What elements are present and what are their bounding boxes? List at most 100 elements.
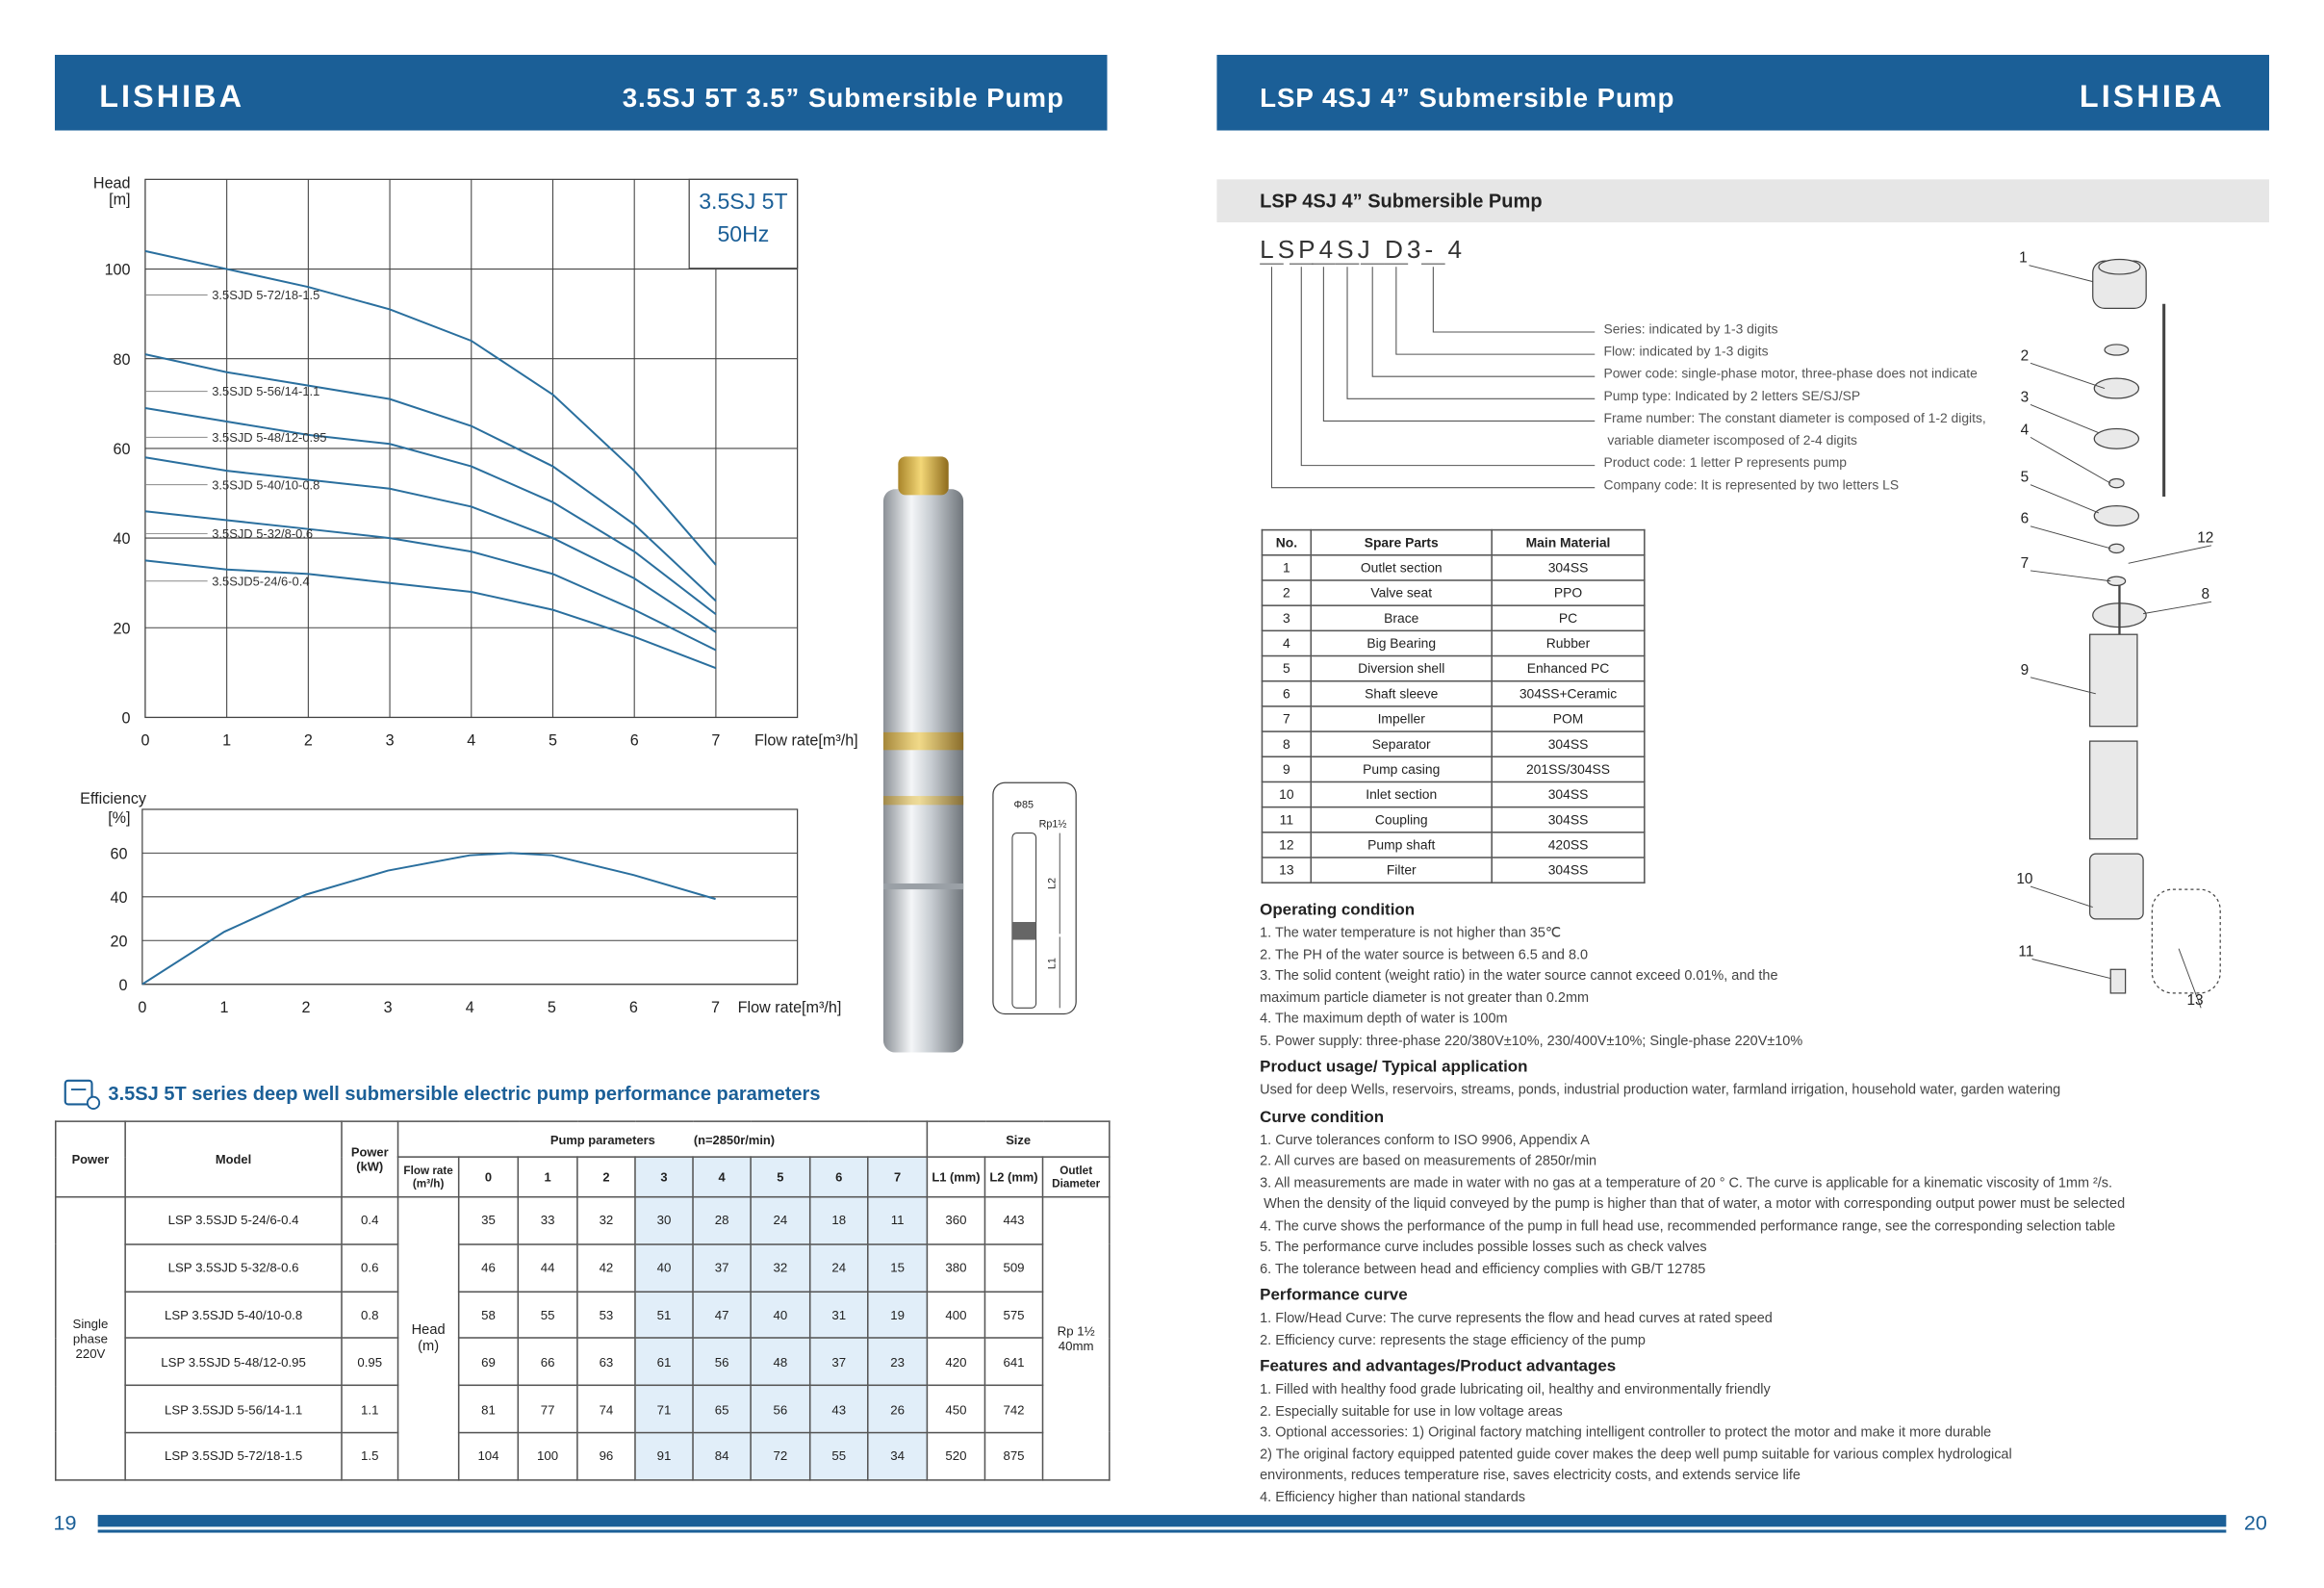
head-cell: 24 (750, 1195, 811, 1245)
data-row: Single phase 220V LSP 3.5SJD 5-24/6-0.4 0.… (54, 1195, 1111, 1481)
leader-line (2030, 525, 2111, 550)
head-cell: 72 (750, 1431, 811, 1481)
part-component (2093, 427, 2140, 449)
page-number: 19 (53, 1510, 77, 1535)
flow-header: 7 (867, 1156, 929, 1198)
left-header-bar: LISHIBA 3.5SJ 5T 3.5” Submersible Pump (54, 54, 1108, 131)
parts-cell: 201SS/304SS (1491, 756, 1646, 783)
header-cell: Model (124, 1120, 343, 1198)
x-axis-label: Flow rate[m³/h] (754, 732, 858, 750)
head-curve (144, 559, 717, 670)
part-filter (2151, 888, 2221, 994)
page-number: 20 (2243, 1510, 2267, 1535)
head-cell: 55 (517, 1290, 578, 1340)
code-description: Frame number: The constant diameter is c… (1603, 410, 1986, 426)
flow-header: 0 (457, 1156, 520, 1198)
head-cell: 42 (576, 1242, 636, 1293)
dimension-box (992, 781, 1077, 1015)
parts-cell: 1 (1261, 554, 1313, 581)
parts-cell: 420SS (1491, 832, 1646, 858)
right-header-bar: LSP 4SJ 4” Submersible Pump LISHIBA (1216, 54, 2270, 131)
header-row: Flow rate (m³/h) 0 1 2 3 4 5 6 7 L1 (mm) L2 (mm) Ou… (56, 1156, 1111, 1198)
parts-cell: 12 (1261, 832, 1313, 858)
parts-cell: Separator (1310, 730, 1493, 758)
parts-cell: PPO (1491, 579, 1646, 606)
chart-subtitle: 50Hz (717, 221, 769, 246)
code-description: variable diameter iscomposed of 2-4 digi… (1603, 432, 1857, 448)
l2-cell: 641 (983, 1337, 1044, 1387)
parts-cell: Impeller (1310, 705, 1493, 732)
part-number: 5 (2021, 470, 2030, 486)
flow-header: 1 (517, 1156, 578, 1198)
parts-cell: 304SS (1491, 730, 1646, 758)
dimension-label: L2 (1047, 878, 1059, 889)
parts-cell: Outlet section (1310, 554, 1493, 581)
table-title: 3.5SJ 5T series deep well submersible el… (108, 1082, 821, 1105)
head-cell: 58 (457, 1290, 520, 1340)
part-number: 3 (2021, 389, 2030, 405)
section-line: 2. All curves are based on measurements … (1260, 1151, 1597, 1168)
code-bracket (1432, 267, 1596, 333)
head-cell: 61 (634, 1337, 694, 1387)
parts-cell: 2 (1261, 579, 1313, 606)
section-line: 3. The solid content (weight ratio) in t… (1260, 966, 1778, 984)
leader-line (2030, 404, 2100, 434)
part-number: 9 (2021, 662, 2030, 679)
l2-cell: 742 (983, 1384, 1044, 1434)
dimension-label: L1 (1047, 958, 1059, 969)
dimension-label: Rp1½ (1039, 818, 1067, 830)
y-tick-label: 20 (114, 620, 131, 637)
curve-label: 3.5SJD 5-40/10-0.8 (212, 477, 319, 492)
head-cell: 56 (692, 1337, 752, 1387)
l2-cell: 443 (983, 1195, 1044, 1245)
part-outlet-top (2098, 258, 2141, 275)
section-line: 1. Flow/Head Curve: The curve represents… (1260, 1308, 1773, 1325)
header-cell: No. (1261, 528, 1313, 556)
part-number: 6 (2021, 511, 2030, 527)
group-cell: Head (m) (396, 1195, 460, 1481)
section-line: 2. Especially suitable for use in low vo… (1260, 1401, 1563, 1419)
l2-cell: 575 (983, 1290, 1044, 1340)
head-cell: 63 (576, 1337, 636, 1387)
footer-line (97, 1529, 2227, 1532)
code-description: Pump type: Indicated by 2 letters SE/SJ/… (1603, 388, 1861, 403)
part-component (2108, 477, 2125, 489)
code-bracket (1371, 267, 1596, 377)
parts-cell: 304SS (1491, 857, 1646, 884)
section-heading: Operating condition (1260, 901, 1416, 919)
x-tick-label: 6 (630, 732, 639, 750)
section-bar: LSP 4SJ 4” Submersible Pump (1216, 179, 2270, 223)
flow-header: 2 (576, 1156, 636, 1198)
head-cell: 11 (867, 1195, 929, 1245)
logo: LISHIBA (99, 80, 245, 115)
parts-cell: 6 (1261, 679, 1313, 707)
leader-line (2178, 948, 2202, 1009)
section-heading: Features and advantages/Product advantag… (1260, 1357, 1617, 1376)
section-line: When the density of the liquid conveyed … (1260, 1194, 2126, 1212)
head-cell: 66 (517, 1337, 578, 1387)
l1-cell: 360 (926, 1195, 986, 1245)
y-tick-label: 100 (105, 262, 131, 279)
section-line: Used for deep Wells, reservoirs, streams… (1260, 1080, 2061, 1097)
flow-header: 4 (692, 1156, 752, 1198)
head-cell: 32 (750, 1242, 811, 1293)
leader-line (2030, 570, 2111, 582)
efficiency-curve (141, 852, 716, 986)
curve-label: 3.5SJD 5-56/14-1.1 (212, 384, 319, 398)
x-tick-label: 5 (548, 999, 556, 1016)
footer-bar (97, 1515, 2227, 1527)
y-tick-label: 60 (114, 441, 131, 458)
x-tick-label: 3 (386, 732, 395, 750)
y-axis-label: Efficiency (80, 790, 147, 807)
head-cell: 40 (750, 1290, 811, 1340)
code-bracket (1346, 267, 1596, 399)
section-line: 3. All measurements are made in water wi… (1260, 1173, 2113, 1190)
l1-cell: 380 (926, 1242, 986, 1293)
pump-band (882, 731, 964, 751)
parts-cell: Pump casing (1310, 756, 1493, 783)
head-cell: 44 (517, 1242, 578, 1293)
parts-cell: 8 (1261, 730, 1313, 758)
head-cell: 43 (808, 1384, 869, 1434)
header-cell: Main Material (1491, 528, 1646, 556)
head-cell: 100 (517, 1431, 578, 1481)
